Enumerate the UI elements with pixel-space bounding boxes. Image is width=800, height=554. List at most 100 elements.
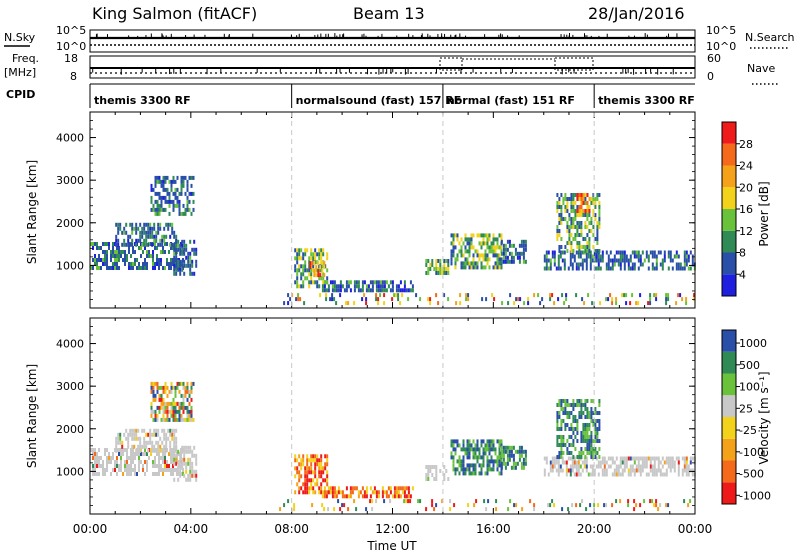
velocity-cell <box>657 456 660 461</box>
power-cell <box>582 245 585 249</box>
power-cell <box>435 293 438 298</box>
power-cell <box>371 288 374 293</box>
velocity-cell <box>135 428 138 433</box>
velocity-cell <box>452 467 455 472</box>
power-cell <box>563 262 566 267</box>
velocity-cell <box>490 467 493 472</box>
velocity-cell <box>543 472 546 477</box>
velocity-cell <box>588 435 591 439</box>
power-cell <box>375 293 378 298</box>
power-cell <box>391 280 394 285</box>
velocity-cell <box>518 445 521 450</box>
power-cell <box>589 258 592 263</box>
power-cell <box>452 249 455 254</box>
velocity-cell <box>594 431 597 435</box>
power-cell <box>182 175 185 180</box>
power-cell <box>506 239 509 244</box>
power-cell <box>592 233 595 237</box>
power-cell <box>661 258 664 263</box>
nsky-tick-bottom: 10^0 <box>56 40 86 53</box>
velocity-cell <box>611 472 614 477</box>
power-cell <box>319 265 322 270</box>
power-cell <box>167 226 170 231</box>
power-cell <box>549 266 552 271</box>
power-cell <box>566 229 569 233</box>
power-cell <box>129 234 132 239</box>
power-cell <box>149 222 152 227</box>
power-cell <box>570 241 573 245</box>
velocity-cell <box>603 456 606 461</box>
power-cell <box>429 301 432 306</box>
velocity-cell <box>647 472 650 477</box>
velocity-cell <box>186 381 189 386</box>
power-cell <box>401 288 404 293</box>
power-cell <box>629 301 632 306</box>
power-cell <box>143 226 146 231</box>
power-cell <box>312 280 315 285</box>
velocity-cell <box>190 405 193 410</box>
velocity-cell <box>298 462 301 467</box>
power-cell <box>685 258 688 263</box>
power-cell <box>553 258 556 263</box>
velocity-cell <box>591 468 594 473</box>
velocity-cell <box>180 413 183 418</box>
velocity-cell <box>685 468 688 473</box>
power-cell <box>135 222 138 227</box>
x-tick-label: 08:00 <box>274 522 309 536</box>
velocity-cell <box>326 462 329 467</box>
power-cell <box>104 258 106 262</box>
power-cell <box>320 268 323 273</box>
power-cell <box>486 257 489 262</box>
power-cell <box>558 197 561 201</box>
velocity-cell <box>147 432 150 437</box>
velocity-cell <box>633 472 636 477</box>
power-cell <box>132 250 134 254</box>
power-cell <box>492 249 495 254</box>
power-cell <box>375 288 378 293</box>
velocity-cell <box>588 451 591 455</box>
power-cell <box>300 248 303 253</box>
power-cell <box>419 297 422 302</box>
power-cell <box>504 243 507 248</box>
velocity-cell <box>133 428 136 433</box>
velocity-cell <box>123 432 126 437</box>
velocity-cell <box>488 443 491 448</box>
velocity-cell <box>177 465 180 470</box>
power-cell <box>472 261 475 266</box>
power-cell <box>437 271 440 275</box>
velocity-cell <box>681 456 684 461</box>
velocity-cell <box>185 477 188 482</box>
velocity-cell <box>566 411 569 415</box>
power-cell <box>592 245 595 249</box>
power-cell <box>399 280 402 285</box>
velocity-cell <box>397 486 400 491</box>
power-cell <box>135 238 138 243</box>
power-cell <box>589 250 592 255</box>
power-cell <box>470 233 473 238</box>
power-cell <box>156 254 158 258</box>
velocity-cell <box>324 462 327 467</box>
power-cell <box>574 201 577 205</box>
velocity-cell <box>637 456 640 461</box>
velocity-cell <box>474 455 477 460</box>
power-cell <box>581 250 584 255</box>
power-cell <box>588 213 591 217</box>
power-cell <box>175 267 178 272</box>
power-cell <box>522 247 525 252</box>
power-cell <box>607 266 610 271</box>
velocity-cell <box>556 415 559 419</box>
power-cell <box>543 266 546 271</box>
velocity-cell <box>576 455 579 459</box>
velocity-cell <box>120 460 122 464</box>
power-cell <box>507 301 510 306</box>
power-cell <box>631 266 634 271</box>
power-cell <box>306 268 309 273</box>
power-cell <box>663 258 666 263</box>
power-cell <box>317 273 320 278</box>
power-cell <box>397 288 400 293</box>
velocity-cell <box>310 486 313 491</box>
power-cell <box>584 237 587 241</box>
power-cell <box>454 265 457 270</box>
power-cell <box>317 269 320 274</box>
velocity-cell <box>98 464 100 468</box>
